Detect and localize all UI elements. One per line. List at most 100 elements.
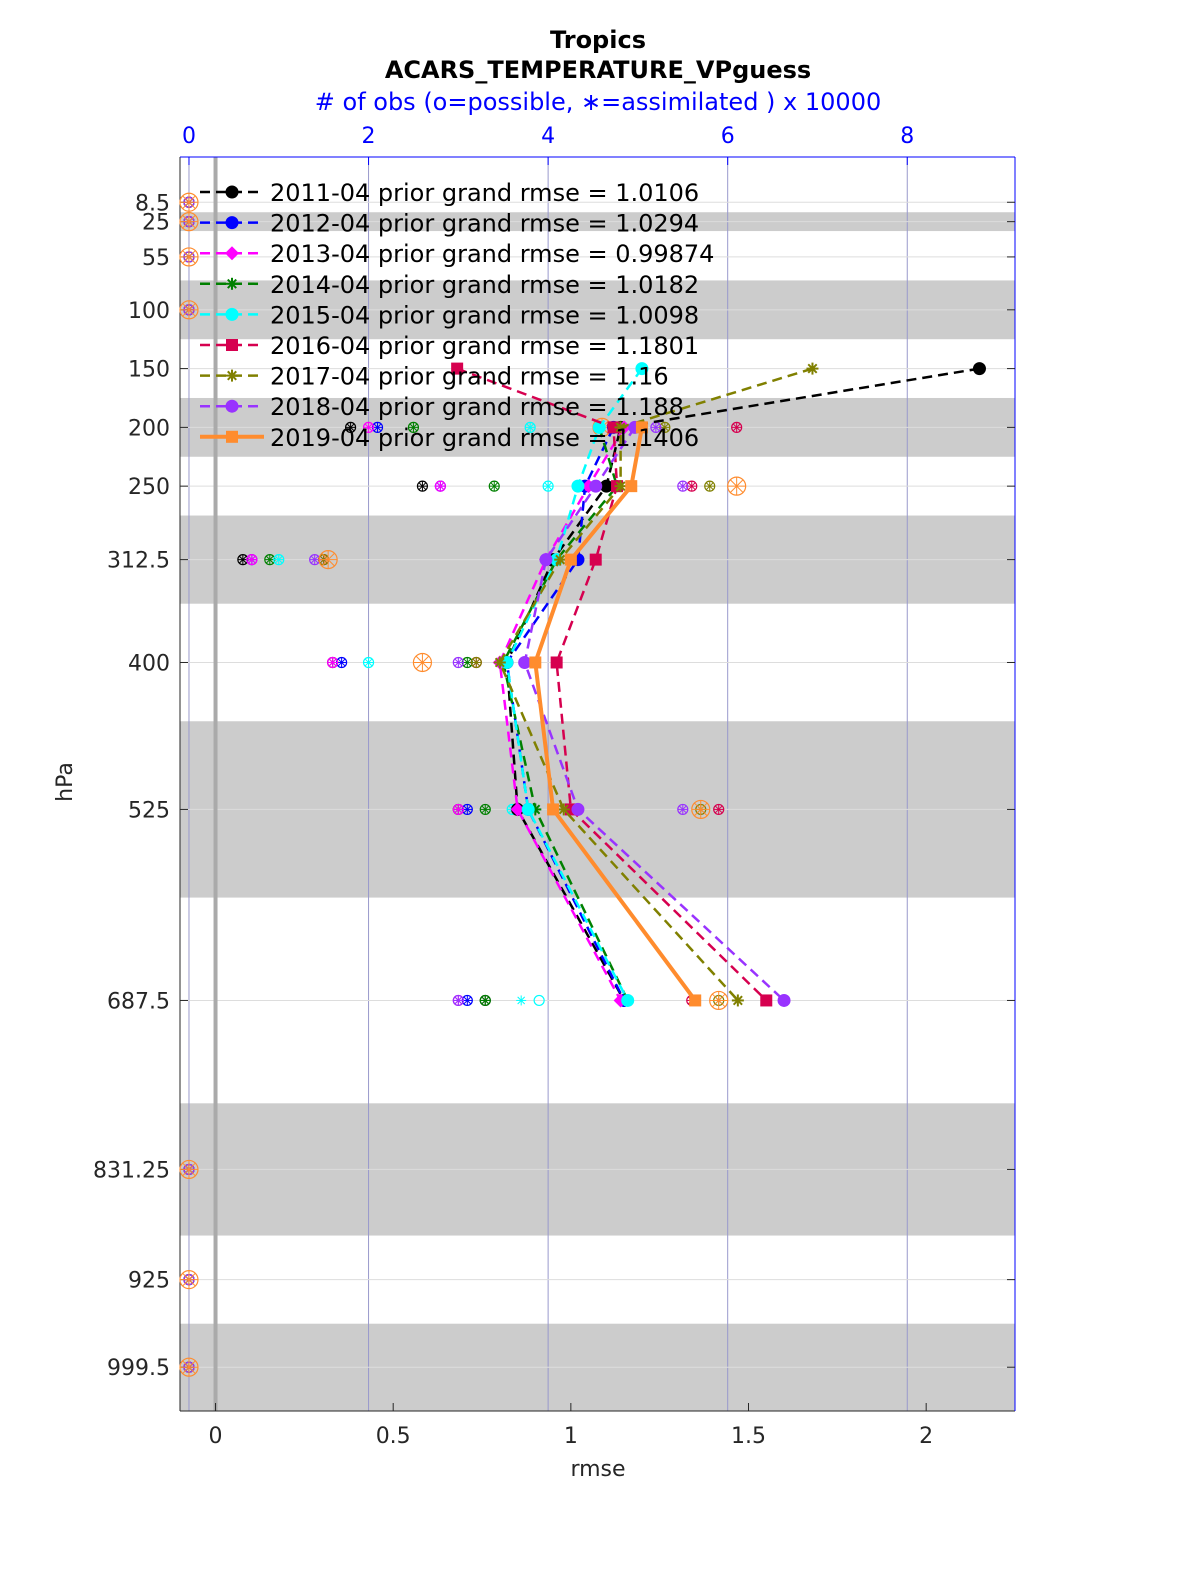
obs-assimilated-marker: [345, 422, 356, 433]
series-8-point: [571, 802, 585, 816]
series-line-3: [498, 426, 626, 1001]
obs-star-stroke: [544, 482, 553, 491]
obs-star-stroke: [182, 303, 196, 317]
obs-assimilated-marker: [480, 995, 491, 1006]
series-7-point: [731, 994, 744, 1007]
legend-label: 2011-04 prior grand rmse = 1.0106: [270, 179, 699, 207]
legend-marker: [226, 277, 238, 290]
obs-assimilated-marker: [264, 554, 275, 565]
obs-assimilated-marker: [363, 422, 374, 433]
marker-shape: [529, 656, 542, 669]
legend-label: 2014-04 prior grand rmse = 1.0182: [270, 271, 699, 299]
obs-star-stroke: [373, 423, 382, 432]
legend-label: 2016-04 prior grand rmse = 1.1801: [270, 332, 699, 360]
obs-assimilated-marker: [435, 481, 446, 492]
obs-star-stroke: [436, 482, 445, 491]
obs-assimilated-marker: [462, 657, 473, 668]
y-axis-label: hPa: [53, 762, 78, 802]
marker-shape: [760, 994, 773, 1007]
obs-star-stroke: [651, 423, 660, 432]
obs-star-stroke: [247, 555, 256, 564]
series-line-8: [523, 426, 785, 1002]
obs-star-stroke: [409, 423, 418, 432]
legend-marker: [225, 216, 239, 230]
marker-shape: [226, 430, 238, 443]
obs-star-stroke: [490, 482, 499, 491]
obs-assimilated-marker: [686, 481, 697, 492]
obs-star-stroke: [526, 423, 535, 432]
series-9-point: [689, 994, 702, 1007]
obs-assimilated-marker: [179, 247, 198, 266]
obs-star-stroke: [310, 555, 319, 564]
obs-assimilated-marker: [659, 422, 670, 433]
chart-title: Tropics: [550, 26, 646, 54]
obs-assimilated-marker: [650, 422, 661, 433]
legend-item: 2012-04 prior grand rmse = 1.0294: [200, 210, 699, 238]
series-9-point: [635, 421, 648, 434]
obs-star-stroke: [472, 658, 481, 667]
legend-item: 2013-04 prior grand rmse = 0.99874: [200, 240, 714, 268]
legend-marker: [225, 307, 239, 321]
obs-assimilated-marker: [179, 300, 198, 319]
top-tick-label: 2: [362, 124, 376, 149]
series-line-2: [505, 426, 626, 1001]
obs-assimilated-marker: [677, 481, 688, 492]
series-line-4: [501, 427, 629, 1001]
legend-marker: [225, 185, 239, 199]
series-5-point: [521, 802, 535, 816]
marker-shape: [225, 216, 239, 230]
marker-shape: [972, 362, 986, 376]
obs-assimilated-marker: [179, 193, 198, 212]
series-5-point: [621, 993, 635, 1007]
obs-star-stroke: [364, 658, 373, 667]
obs-assimilated-marker: [704, 481, 715, 492]
series-6-point: [760, 994, 773, 1007]
legend-item: 2019-04 prior grand rmse = 1.1406: [200, 424, 699, 452]
y-tick-label: 150: [128, 358, 170, 383]
marker-shape: [521, 802, 535, 816]
obs-assimilated-marker: [273, 554, 284, 565]
series-7-point: [614, 480, 627, 493]
marker-shape: [615, 481, 626, 492]
marker-shape: [625, 480, 638, 493]
series-9-point: [547, 803, 560, 816]
obs-assimilated-marker: [709, 991, 728, 1010]
obs-star-stroke: [337, 658, 346, 667]
obs-star-stroke: [732, 423, 741, 432]
obs-assimilated-marker: [525, 422, 536, 433]
obs-star-stroke: [415, 655, 430, 670]
legend-marker: [225, 246, 239, 261]
marker-shape: [225, 246, 239, 261]
obs-assimilated-marker: [179, 212, 198, 231]
obs-star-stroke: [660, 423, 669, 432]
y-tick-label: 55: [142, 246, 170, 271]
obs-star-stroke: [454, 805, 463, 814]
obs-star-stroke: [418, 482, 427, 491]
marker-shape: [518, 655, 532, 669]
marker-shape: [615, 422, 626, 433]
obs-assimilated-marker: [731, 422, 742, 433]
obs-star-stroke: [182, 1162, 196, 1177]
legend-item: 2014-04 prior grand rmse = 1.0182: [200, 271, 699, 299]
series-line-7: [498, 367, 813, 1002]
y-tick-label: 687.5: [107, 989, 170, 1014]
marker-shape: [225, 399, 239, 413]
legend-item: 2016-04 prior grand rmse = 1.1801: [200, 332, 699, 360]
marker-shape: [226, 339, 238, 351]
series-8-point: [777, 993, 791, 1007]
marker-shape: [635, 421, 648, 434]
obs-assimilated-marker: [677, 804, 688, 815]
y-tick-label: 8.5: [135, 191, 170, 216]
marker-shape: [564, 553, 577, 566]
x-tick-label: 0: [209, 1424, 223, 1449]
legend-item: 2015-04 prior grand rmse = 1.0098: [200, 301, 699, 329]
legend-item: 2018-04 prior grand rmse = 1.188: [200, 393, 684, 421]
obs-star-stroke: [463, 996, 472, 1005]
obs-star-stroke: [705, 482, 714, 491]
obs-assimilated-marker: [691, 800, 710, 819]
legend-label: 2015-04 prior grand rmse = 1.0098: [270, 301, 699, 329]
marker-shape: [558, 804, 569, 815]
top-tick-label: 6: [721, 124, 735, 149]
obs-star-stroke: [182, 250, 196, 264]
legend-item: 2017-04 prior grand rmse = 1.16: [200, 363, 669, 391]
